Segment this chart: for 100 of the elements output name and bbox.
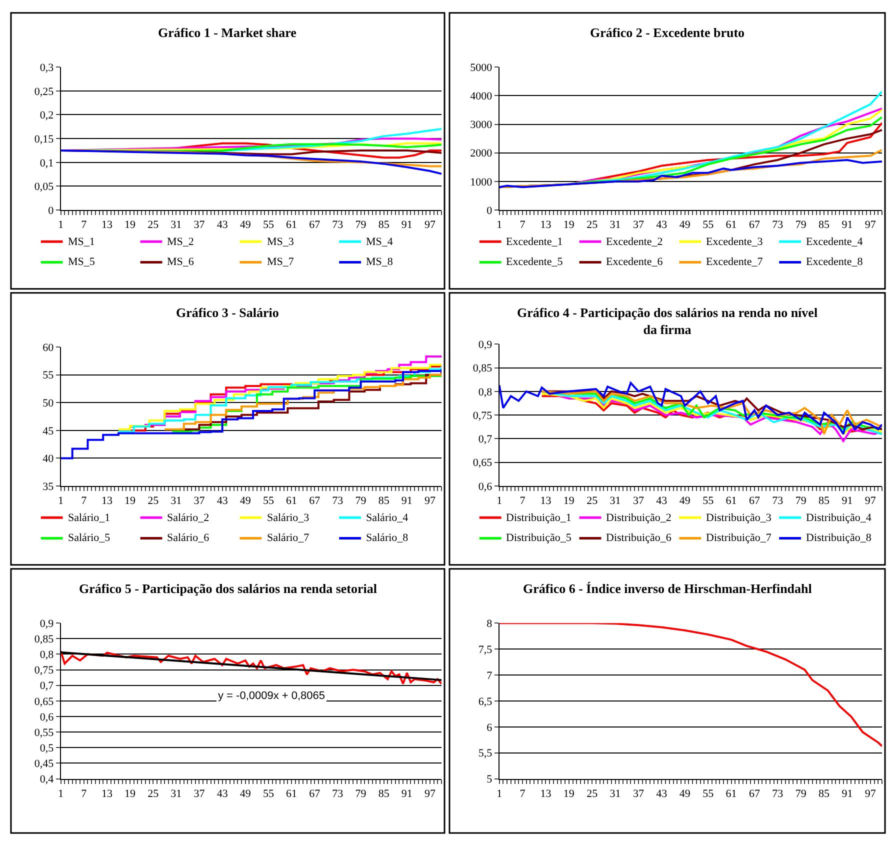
legend-label: MS_5 [68, 256, 96, 268]
y-tick-label: 6,5 [478, 696, 493, 708]
y-tick-label: 3000 [470, 119, 493, 132]
x-tick-label: 85 [378, 219, 390, 232]
legend-label: MS_7 [267, 256, 294, 268]
chart-title: Gráfico 2 - Excedente bruto [590, 25, 745, 40]
x-tick-label: 13 [101, 495, 113, 508]
x-tick-label: 55 [702, 788, 714, 800]
x-tick-label: 91 [842, 495, 853, 508]
chart-title: Gráfico 5 - Participação dos salários na renda setorial [79, 581, 378, 596]
chart-title: Gráfico 4 - Participação dos salários na renda no nível da firma [517, 305, 818, 337]
legend-label: MS_2 [167, 236, 194, 248]
x-tick-label: 91 [401, 495, 412, 508]
x-tick-label: 97 [424, 495, 436, 508]
x-tick-label: 19 [124, 219, 136, 232]
x-tick-label: 97 [424, 219, 436, 232]
chart-title: Gráfico 3 - Salário [176, 305, 279, 320]
x-tick-label: 7 [81, 788, 88, 800]
x-tick-label: 55 [702, 495, 714, 508]
line-series [499, 623, 882, 748]
x-tick-label: 91 [401, 788, 412, 800]
legend-label: Salário_3 [267, 512, 310, 524]
x-tick-label: 43 [216, 495, 228, 508]
y-tick-label: 0,15 [34, 133, 54, 146]
x-tick-label: 85 [818, 495, 830, 508]
legend-label: Excedente_5 [506, 256, 564, 268]
x-tick-label: 79 [795, 495, 807, 508]
y-tick-label: 0,6 [478, 480, 493, 493]
legend-label: Excedente_1 [506, 236, 563, 248]
x-tick-label: 13 [540, 219, 552, 232]
x-tick-label: 61 [726, 219, 737, 232]
x-tick-label: 67 [309, 788, 321, 800]
legend-label: MS_4 [366, 236, 394, 248]
x-tick-label: 91 [401, 219, 412, 232]
x-tick-label: 61 [286, 788, 298, 800]
x-tick-label: 37 [632, 495, 644, 508]
x-tick-label: 1 [58, 495, 64, 508]
x-tick-label: 73 [332, 788, 344, 800]
x-tick-label: 73 [772, 788, 784, 800]
y-tick-label: 0,75 [34, 664, 54, 677]
legend-label: Distribuição_3 [706, 512, 772, 524]
y-tick-label: 0 [486, 204, 493, 217]
x-tick-label: 7 [81, 495, 88, 508]
y-tick-label: 0,8 [478, 386, 493, 398]
x-tick-label: 97 [424, 788, 436, 800]
line-series [499, 159, 882, 188]
x-tick-label: 85 [818, 219, 830, 232]
x-tick-label: 7 [81, 219, 88, 232]
x-tick-label: 49 [679, 788, 691, 800]
legend-label: Distribuição_6 [606, 532, 672, 544]
x-tick-label: 31 [610, 788, 621, 800]
y-tick-label: 0,05 [34, 181, 54, 194]
legend-label: Excedente_7 [706, 256, 764, 268]
x-tick-label: 97 [864, 495, 876, 508]
legend-label: Distribuição_4 [806, 512, 872, 524]
x-tick-label: 61 [286, 495, 298, 508]
x-tick-label: 25 [586, 219, 598, 232]
x-tick-label: 1 [58, 219, 64, 232]
x-tick-label: 43 [216, 788, 228, 800]
x-tick-label: 25 [148, 495, 160, 508]
x-tick-label: 1 [496, 495, 502, 508]
x-tick-label: 19 [563, 495, 575, 508]
y-tick-label: 0,25 [34, 86, 54, 98]
y-tick-label: 5000 [470, 62, 493, 74]
x-tick-label: 67 [748, 788, 760, 800]
y-tick-label: 35 [42, 480, 54, 493]
chart-title: Gráfico 1 - Market share [158, 25, 297, 40]
x-tick-label: 7 [520, 219, 526, 232]
y-tick-label: 5 [486, 774, 493, 786]
x-tick-label: 67 [309, 219, 321, 232]
x-tick-label: 61 [286, 219, 298, 232]
x-tick-label: 61 [726, 495, 737, 508]
x-tick-label: 85 [818, 788, 830, 800]
y-tick-label: 40 [42, 453, 54, 466]
x-tick-label: 37 [632, 219, 644, 232]
x-tick-label: 31 [610, 495, 621, 508]
x-tick-label: 91 [842, 219, 853, 232]
legend-label: Distribuição_7 [706, 532, 772, 544]
legend-label: MS_1 [68, 236, 95, 248]
y-tick-label: 50 [42, 398, 54, 410]
y-tick-label: 0,85 [34, 633, 54, 646]
x-tick-label: 91 [842, 788, 853, 800]
x-tick-label: 13 [540, 495, 552, 508]
x-tick-label: 19 [563, 219, 575, 232]
legend-label: Salário_5 [68, 532, 111, 544]
y-tick-label: 0,1 [40, 157, 54, 170]
y-tick-label: 6 [486, 722, 493, 734]
x-tick-label: 73 [332, 219, 344, 232]
y-tick-label: 5,5 [478, 748, 493, 760]
chart-title: Gráfico 6 - Índice inverso de Hirschman-Herfindahl [523, 581, 812, 596]
x-tick-label: 1 [58, 788, 64, 800]
x-tick-label: 79 [355, 495, 367, 508]
legend-label: Distribuição_1 [506, 512, 572, 524]
y-tick-label: 0,65 [34, 696, 54, 708]
y-tick-label: 0,6 [40, 711, 54, 724]
x-tick-label: 25 [148, 219, 160, 232]
x-tick-label: 67 [309, 495, 321, 508]
x-tick-label: 49 [240, 788, 252, 800]
y-tick-label: 0,7 [40, 680, 54, 692]
y-tick-label: 0 [48, 204, 54, 217]
